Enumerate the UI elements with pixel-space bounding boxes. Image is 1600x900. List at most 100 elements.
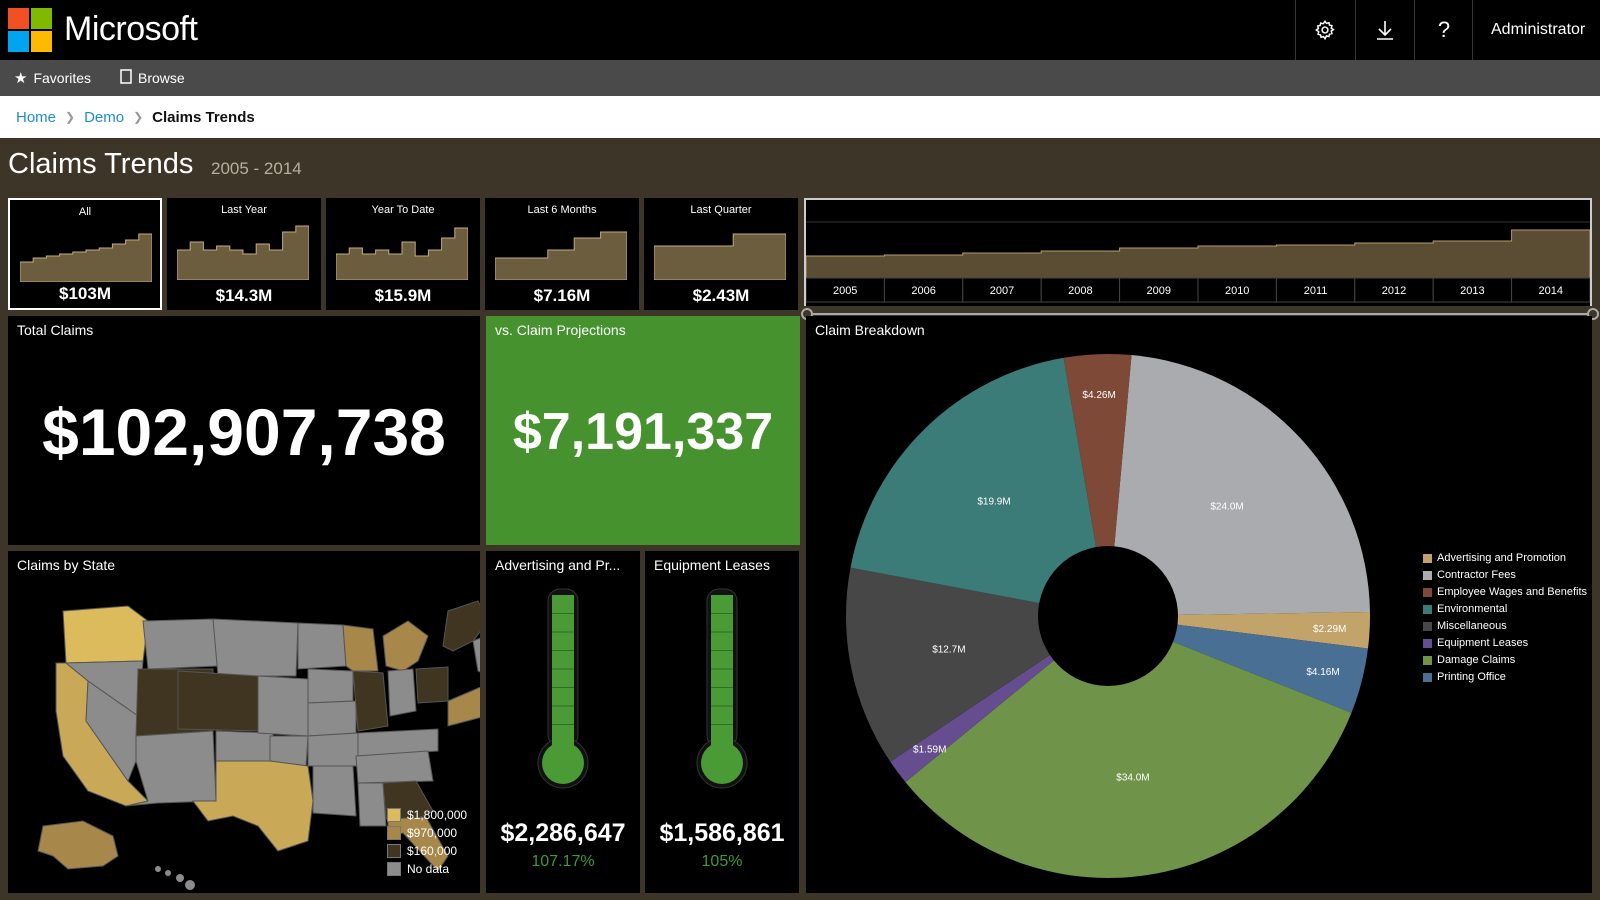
pie-slice[interactable] (1108, 355, 1370, 616)
timeline-year-cell[interactable] (1432, 277, 1513, 303)
timeline-year-label: 2009 (1147, 285, 1171, 297)
help-icon: ? (1437, 17, 1451, 42)
time-filter-tile[interactable]: Last Quarter $2.43M (644, 198, 798, 310)
us-state-map[interactable] (8, 551, 480, 893)
pie-legend-item[interactable]: Damage Claims (1423, 654, 1515, 666)
map-legend-item: $1,800,000 (387, 808, 467, 822)
map-legend-item: No data (387, 862, 449, 876)
map-legend-label: No data (407, 862, 450, 876)
timeline-year-label: 2005 (833, 285, 857, 297)
pie-legend-item[interactable]: Printing Office (1423, 671, 1506, 683)
thermometer-fill (552, 595, 574, 753)
sparkline-chart (495, 231, 627, 280)
timeline-year-cell[interactable] (883, 277, 964, 303)
timeline-year-label: 2010 (1225, 285, 1249, 297)
chevron-right-icon: ❯ (65, 110, 76, 124)
user-menu[interactable]: Administrator (1472, 0, 1600, 60)
claim-breakdown-chart[interactable]: $24.0M $2.29M $4.16M $34.0M $1.59M $12.7M $19.… (806, 316, 1592, 893)
gauge-value: $2,286,647 (500, 819, 626, 847)
claim-projections-value: $7,191,337 (512, 403, 774, 461)
favorites-link[interactable]: ★ Favorites (14, 60, 91, 96)
time-filter-label: Year To Date (371, 204, 435, 216)
legend-swatch (387, 862, 401, 876)
legend-swatch (1423, 621, 1432, 631)
pie-legend-item[interactable]: Advertising and Promotion (1423, 552, 1566, 564)
total-claims-value: $102,907,738 (42, 395, 446, 469)
gauge-percent: 107.17% (531, 853, 595, 870)
download-button[interactable] (1355, 0, 1414, 60)
map-legend-label: $970,000 (407, 826, 458, 840)
breadcrumb-home[interactable]: Home (16, 108, 57, 126)
brand-name[interactable]: Microsoft (64, 10, 198, 48)
time-filter-tile[interactable]: Last 6 Months $7.16M (485, 198, 639, 310)
gauge-panel: Advertising and Pr... $2,286,647 107.17% (486, 551, 640, 893)
timeline-year-label: 2013 (1460, 285, 1484, 297)
pie-slice-label: $4.26M (1082, 390, 1115, 401)
pie-slice-label: $1.59M (913, 744, 946, 755)
timeline-slicer[interactable]: 2005 2006 2007 2008 2009 2010 2011 2012 2013 2014 (804, 198, 1592, 306)
pie-legend-item[interactable]: Equipment Leases (1423, 637, 1528, 649)
legend-swatch (1423, 655, 1432, 665)
gauge-percent: 105% (701, 853, 743, 870)
timeline-year-label: 2006 (911, 285, 935, 297)
legend-swatch (1423, 553, 1432, 563)
pie-legend-item[interactable]: Employee Wages and Benefits (1423, 586, 1587, 598)
timeline-year-label: 2014 (1539, 285, 1563, 297)
legend-swatch (1423, 604, 1432, 614)
pie-legend-item[interactable]: Environmental (1423, 603, 1507, 615)
map-legend-label: $160,000 (407, 844, 458, 858)
time-filter-value: $103M (59, 284, 111, 303)
browse-label: Browse (138, 70, 185, 86)
chevron-right-icon: ❯ (133, 110, 144, 124)
pie-legend-item[interactable]: Contractor Fees (1423, 569, 1516, 581)
claims-by-state-panel: Claims by State (8, 551, 480, 893)
map-legend-item: $160,000 (387, 844, 457, 858)
pie-slice-label: $12.7M (932, 645, 965, 656)
time-filter-value: $7.16M (533, 286, 591, 305)
time-filter-label: All (78, 206, 92, 218)
timeline-area (805, 229, 1591, 279)
legend-swatch (387, 808, 401, 822)
thermometer-gauge (696, 588, 748, 789)
timeline-chart: 2005 2006 2007 2008 2009 2010 2011 2012 2013 2014 (805, 221, 1591, 303)
pie-slice[interactable] (1063, 354, 1132, 616)
time-filter-tile[interactable]: All $103M (8, 198, 162, 310)
microsoft-logo-icon[interactable] (8, 8, 52, 52)
claim-projections-panel: vs. Claim Projections $7,191,337 (486, 316, 800, 545)
help-button[interactable]: ? (1414, 0, 1473, 60)
sparkline-chart (20, 233, 152, 282)
pie-slice[interactable] (905, 616, 1352, 878)
timeline-year-cell[interactable] (962, 277, 1042, 303)
timeline-range-bar[interactable] (810, 313, 1594, 315)
pie-legend-label: Damage Claims (1437, 654, 1516, 666)
pie-slice[interactable] (850, 357, 1108, 616)
breadcrumb-demo[interactable]: Demo (84, 108, 125, 126)
time-filter-value: $14.3M (215, 286, 273, 305)
settings-button[interactable] (1295, 0, 1354, 60)
pie-legend-label: Contractor Fees (1437, 569, 1516, 581)
timeline-year-label: 2011 (1304, 285, 1328, 297)
timeline-year-cell[interactable] (1511, 277, 1591, 303)
browse-link[interactable]: Browse (120, 60, 185, 96)
pie-slice-label: $4.16M (1306, 667, 1339, 678)
pie-legend-label: Equipment Leases (1437, 637, 1529, 649)
pie-slice-label: $19.9M (977, 496, 1010, 507)
total-claims-title: Total Claims (17, 322, 94, 338)
sparkline-chart (654, 233, 786, 280)
pie-legend-item[interactable]: Miscellaneous (1423, 620, 1507, 632)
timeline-year-label: 2008 (1068, 285, 1092, 297)
pie-slice-label: $2.29M (1313, 624, 1346, 635)
timeline-year-label: 2007 (990, 285, 1014, 297)
pie-legend-label: Environmental (1437, 603, 1508, 615)
page-title: Claims Trends (8, 148, 194, 180)
legend-swatch (1423, 570, 1432, 580)
time-filter-label: Last Quarter (690, 204, 752, 216)
breadcrumb: Home ❯ Demo ❯ Claims Trends (0, 96, 1600, 138)
legend-swatch (387, 826, 401, 840)
time-filter-value: $15.9M (374, 286, 432, 305)
time-filter-tile[interactable]: Year To Date $15.9M (326, 198, 480, 310)
gauge-value: $1,586,861 (659, 819, 785, 847)
time-filter-tile[interactable]: Last Year $14.3M (167, 198, 321, 310)
favorites-label: Favorites (33, 70, 92, 86)
map-legend-item: $970,000 (387, 826, 457, 840)
